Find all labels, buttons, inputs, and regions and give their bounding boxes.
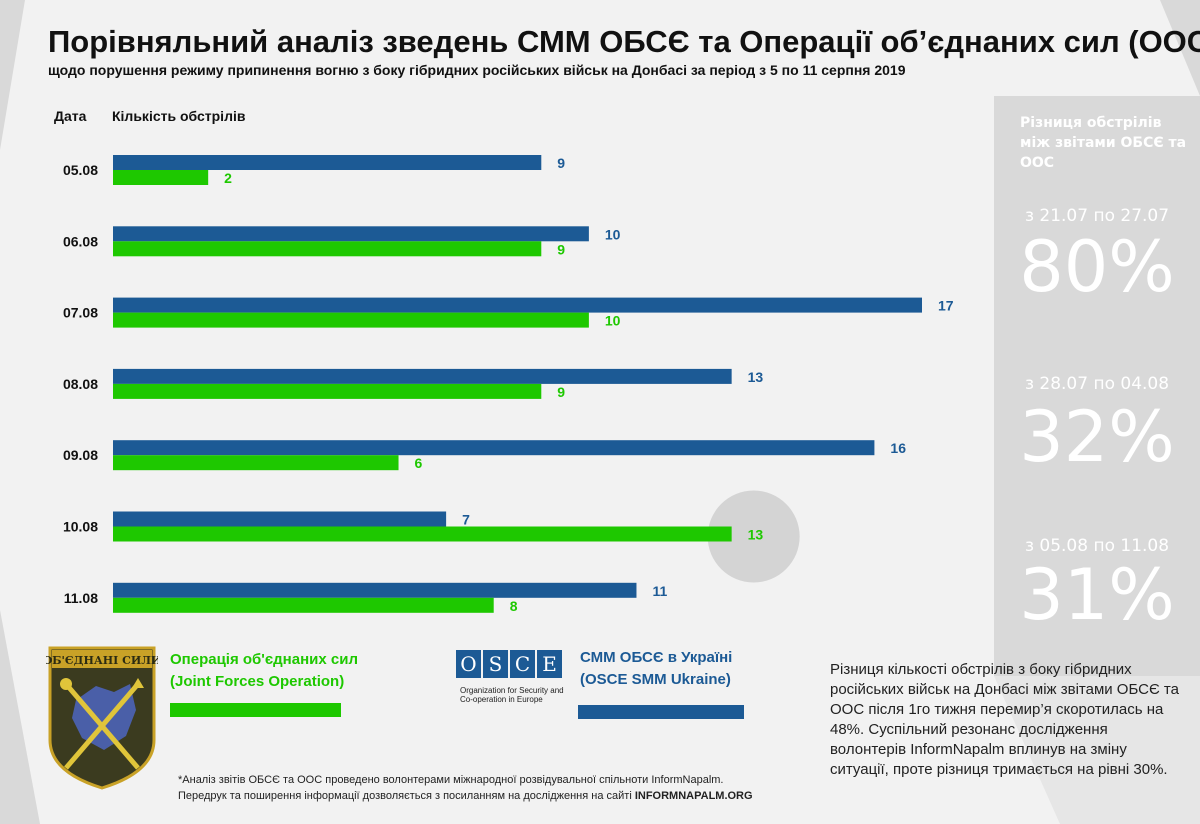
bar-jfo-05.08 [113,170,209,185]
date-label-08.08: 08.08 [63,376,98,392]
column-header-date: Дата [54,108,87,124]
bar-osce-06.08 [113,226,589,242]
panel-period-3: з 05.08 по 11.08 [1024,536,1170,556]
osce-letter-s: S [483,650,508,678]
date-label-07.08: 07.08 [63,305,98,321]
legend-jfo-line2: (Joint Forces Operation) [170,673,345,690]
value-label-osce-07.08: 17 [938,298,954,314]
date-label-06.08: 06.08 [63,233,98,249]
legend-osce-label: СММ ОБСЄ в Україні (OSCE SMM Ukraine) [580,647,732,691]
legend-jfo-label: Операція об'єднаних сил (Joint Forces Op… [170,649,358,693]
emblem-text: ОБ'ЄДНАНІ СИЛИ [46,654,158,667]
legend-osce-swatch [578,705,744,719]
osce-logo-caption: Organization for Security and Co-operati… [460,686,564,704]
osce-letter-o: O [456,650,481,678]
value-label-jfo-10.08: 13 [748,527,764,543]
jfo-emblem-icon: ОБ'ЄДНАНІ СИЛИ [46,646,158,790]
osce-letter-e: E [537,650,562,678]
bar-jfo-08.08 [113,383,542,399]
date-label-10.08: 10.08 [63,519,98,535]
bar-chart: 05.08 9 2 06.08 10 9 07.08 17 10 08.08 13 9 09.08 16 6… [63,155,954,614]
panel-period-2: з 28.07 по 04.08 [1024,374,1170,394]
footnote: *Аналіз звітів ОБСЄ та ООС проведено вол… [178,772,753,804]
panel-value-1: 80% [1019,226,1175,308]
value-label-jfo-11.08: 8 [510,598,518,614]
value-label-jfo-06.08: 9 [557,241,565,257]
value-label-osce-10.08: 7 [462,512,470,528]
bar-jfo-06.08 [113,241,542,257]
value-label-jfo-07.08: 10 [605,313,621,329]
osce-logo-icon: O S C E [456,650,562,678]
value-label-osce-06.08: 10 [605,226,621,242]
bar-osce-05.08 [113,155,542,170]
bar-osce-10.08 [113,511,447,527]
legend-jfo-line1: Операція об'єднаних сил [170,651,358,668]
footnote-line2-text: Передрук та поширення інформації дозволя… [178,790,635,802]
value-label-jfo-05.08: 2 [224,170,232,186]
panel-value-2: 32% [1019,396,1175,478]
footnote-line1: *Аналіз звітів ОБСЄ та ООС проведено вол… [178,774,724,786]
osce-letter-c: C [510,650,535,678]
page-subtitle: щодо порушення режиму припинення вогню з… [48,62,906,78]
date-label-09.08: 09.08 [63,447,98,463]
bar-osce-07.08 [113,297,922,313]
footnote-site-link[interactable]: INFORMNAPALM.ORG [634,790,753,802]
bar-jfo-07.08 [113,312,589,328]
footnote-line2: Передрук та поширення інформації дозволя… [178,788,753,804]
osce-sub1: Organization for Security and [460,686,564,695]
date-label-11.08: 11.08 [64,590,98,606]
panel-heading: Різниця обстрілів між звітами ОБСЄ та ОО… [1020,115,1187,171]
value-label-osce-11.08: 11 [652,583,667,599]
panel-period-1: з 21.07 по 27.07 [1024,206,1170,226]
bar-osce-09.08 [113,440,875,456]
date-label-05.08: 05.08 [63,162,98,178]
highlight-circle [707,490,800,583]
column-header-count: Кількість обстрілів [112,108,246,124]
value-label-jfo-08.08: 9 [557,384,565,400]
page-title: Порівняльний аналіз зведень СММ ОБСЄ та … [48,24,1200,59]
value-label-osce-08.08: 13 [748,369,764,385]
bar-jfo-09.08 [113,455,399,471]
osce-sub2: Co-operation in Europe [460,695,543,704]
legend-osce-line1: СММ ОБСЄ в Україні [580,649,733,666]
bar-jfo-10.08 [113,526,732,542]
difference-panel [994,96,1200,676]
bar-osce-08.08 [113,368,732,384]
bar-osce-11.08 [113,582,637,598]
value-label-osce-09.08: 16 [890,440,906,456]
value-label-jfo-09.08: 6 [415,455,423,471]
value-label-osce-05.08: 9 [557,155,565,171]
description-text: Різниця кількості обстрілів з боку гібри… [830,661,1179,778]
panel-value-3: 31% [1019,554,1175,636]
bar-jfo-11.08 [113,597,494,613]
legend-jfo-swatch [170,703,341,717]
legend-osce-line2: (OSCE SMM Ukraine) [580,671,731,688]
